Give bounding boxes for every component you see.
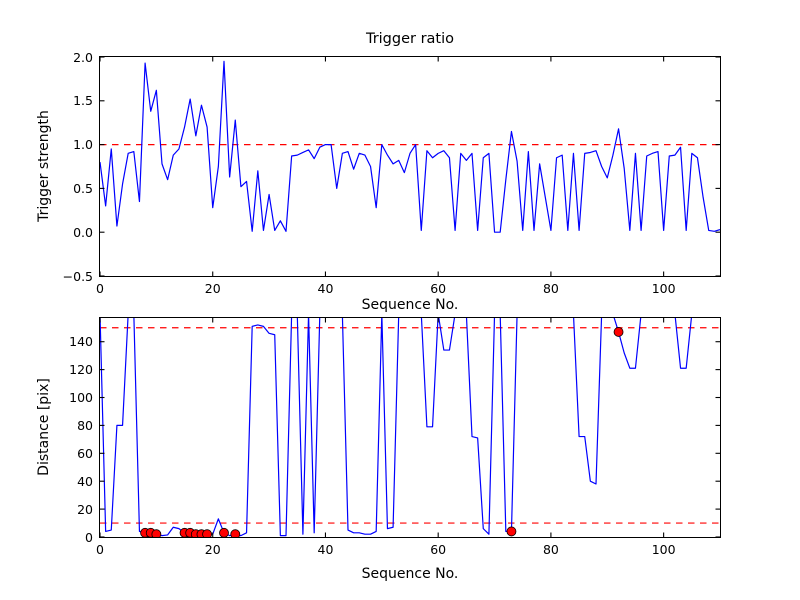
top-y-tick-label: 1.0 [73,137,93,153]
bottom-y-tick-label: 140 [69,334,93,350]
top-x-tick-label: 20 [204,281,221,296]
top-y-tick-label: 0.0 [73,224,93,240]
trigger-event-marker [219,527,229,537]
bottom-x-tick-label: 0 [96,542,104,557]
top-x-tick-label: 80 [542,281,559,296]
top-plot-canvas [100,57,720,276]
top-x-tick-label: 0 [96,281,104,296]
top-x-axis-label: Sequence No. [361,297,459,313]
trigger-event-marker [613,327,624,337]
top-data-line [100,60,720,233]
top-y-tick-label: 0.5 [73,180,93,196]
trigger-event-marker [151,529,162,537]
bottom-y-tick-label: 20 [77,501,93,517]
top-x-tick-label: 60 [430,281,447,296]
top-plot-area [99,56,721,277]
top-x-tick-label: 100 [651,281,676,296]
bottom-y-tick-label: 60 [77,445,93,461]
bottom-x-tick-label: 60 [430,542,447,557]
top-y-axis-label: Trigger strength [36,110,52,222]
chart-title: Trigger ratio [365,31,455,47]
bottom-x-tick-label: 40 [317,542,334,557]
bottom-plot-area [99,317,721,538]
bottom-y-tick-label: 80 [77,417,93,433]
top-y-tick-label: 1.5 [73,93,93,109]
bottom-y-tick-label: 120 [69,362,93,378]
bottom-x-tick-label: 80 [542,542,559,557]
trigger-event-marker [230,529,241,537]
bottom-x-tick-label: 100 [651,542,676,557]
trigger-event-marker [202,529,212,537]
bottom-y-tick-label: 0 [85,529,93,545]
top-y-tick-label: −0.5 [62,268,93,284]
bottom-x-tick-label: 20 [204,542,221,557]
bottom-plot-canvas [100,318,720,537]
top-y-tick-label: 2.0 [73,49,93,65]
bottom-x-axis-label: Sequence No. [361,566,459,582]
top-x-tick-label: 40 [317,281,334,296]
bottom-y-tick-label: 40 [77,473,93,489]
bottom-y-tick-label: 100 [69,390,93,405]
trigger-event-marker [506,526,517,537]
bottom-data-line [100,318,692,537]
